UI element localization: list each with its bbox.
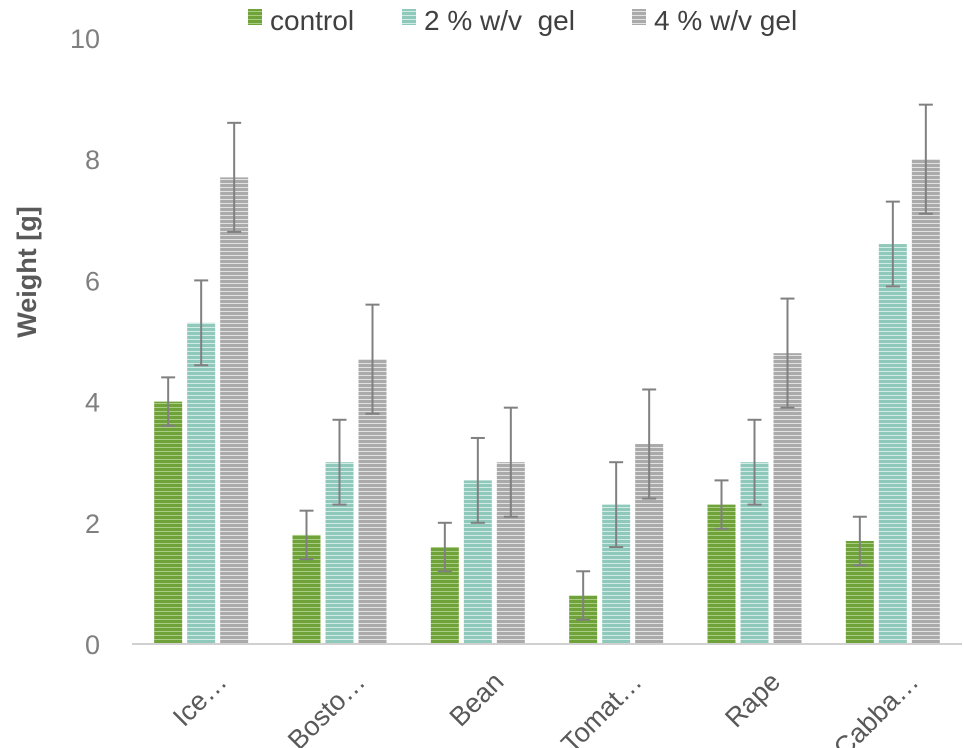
y-axis-title: Weight [g] bbox=[12, 206, 42, 337]
y-tick-label: 8 bbox=[85, 145, 100, 175]
bar-2-0 bbox=[220, 177, 249, 644]
y-tick-label: 2 bbox=[85, 509, 100, 539]
x-category-label: Bean bbox=[444, 666, 510, 732]
error-bar bbox=[918, 103, 933, 215]
error-bar bbox=[885, 200, 900, 288]
legend-item: 4 % w/v gel bbox=[632, 5, 797, 36]
error-bar bbox=[332, 418, 347, 506]
error-bar bbox=[470, 436, 485, 524]
x-category-label: Tomat… bbox=[555, 666, 647, 748]
y-tick-label: 0 bbox=[85, 630, 100, 660]
legend-swatch bbox=[402, 9, 416, 25]
legend-swatch bbox=[248, 9, 262, 25]
error-bar bbox=[609, 461, 624, 549]
y-tick-label: 6 bbox=[85, 266, 100, 296]
legend-swatch bbox=[632, 9, 646, 25]
x-category-label: Ice… bbox=[167, 666, 233, 732]
error-bar bbox=[852, 515, 867, 567]
error-bar bbox=[194, 279, 209, 367]
x-axis-categories: Ice… Bosto… Bean Tomat… Rape Cabba… bbox=[167, 666, 924, 748]
legend-label: 4 % w/v gel bbox=[654, 5, 797, 36]
legend-item: control bbox=[248, 5, 354, 36]
bar-0-0 bbox=[154, 401, 183, 644]
y-tick-label: 10 bbox=[70, 24, 100, 54]
x-category-label: Cabba… bbox=[828, 666, 925, 748]
error-bar bbox=[503, 406, 518, 518]
legend-label: 2 % w/v gel bbox=[424, 5, 575, 36]
error-bars bbox=[161, 103, 933, 621]
error-bar bbox=[299, 509, 314, 561]
legend: control 2 % w/v gel 4 % w/v gel bbox=[248, 5, 797, 36]
y-axis-ticks: 0 2 4 6 8 10 bbox=[70, 24, 100, 660]
bars bbox=[154, 159, 940, 645]
y-tick-label: 4 bbox=[85, 388, 100, 418]
error-bar bbox=[227, 121, 242, 233]
bar-1-0 bbox=[187, 322, 216, 644]
x-category-label: Bosto… bbox=[282, 666, 371, 748]
x-category-label: Rape bbox=[719, 666, 786, 733]
legend-item: 2 % w/v gel bbox=[402, 5, 575, 36]
error-bar bbox=[161, 376, 176, 427]
bar-1-5 bbox=[878, 244, 907, 645]
error-bar bbox=[365, 303, 380, 415]
y-axis-title-text: Weight [g] bbox=[12, 206, 42, 337]
error-bar bbox=[714, 479, 729, 530]
error-bar bbox=[437, 521, 452, 573]
error-bar bbox=[747, 418, 762, 506]
bar-2-5 bbox=[911, 159, 940, 644]
error-bar bbox=[780, 297, 795, 409]
legend-label: control bbox=[270, 5, 354, 36]
error-bar bbox=[642, 388, 657, 500]
error-bar bbox=[576, 570, 591, 621]
